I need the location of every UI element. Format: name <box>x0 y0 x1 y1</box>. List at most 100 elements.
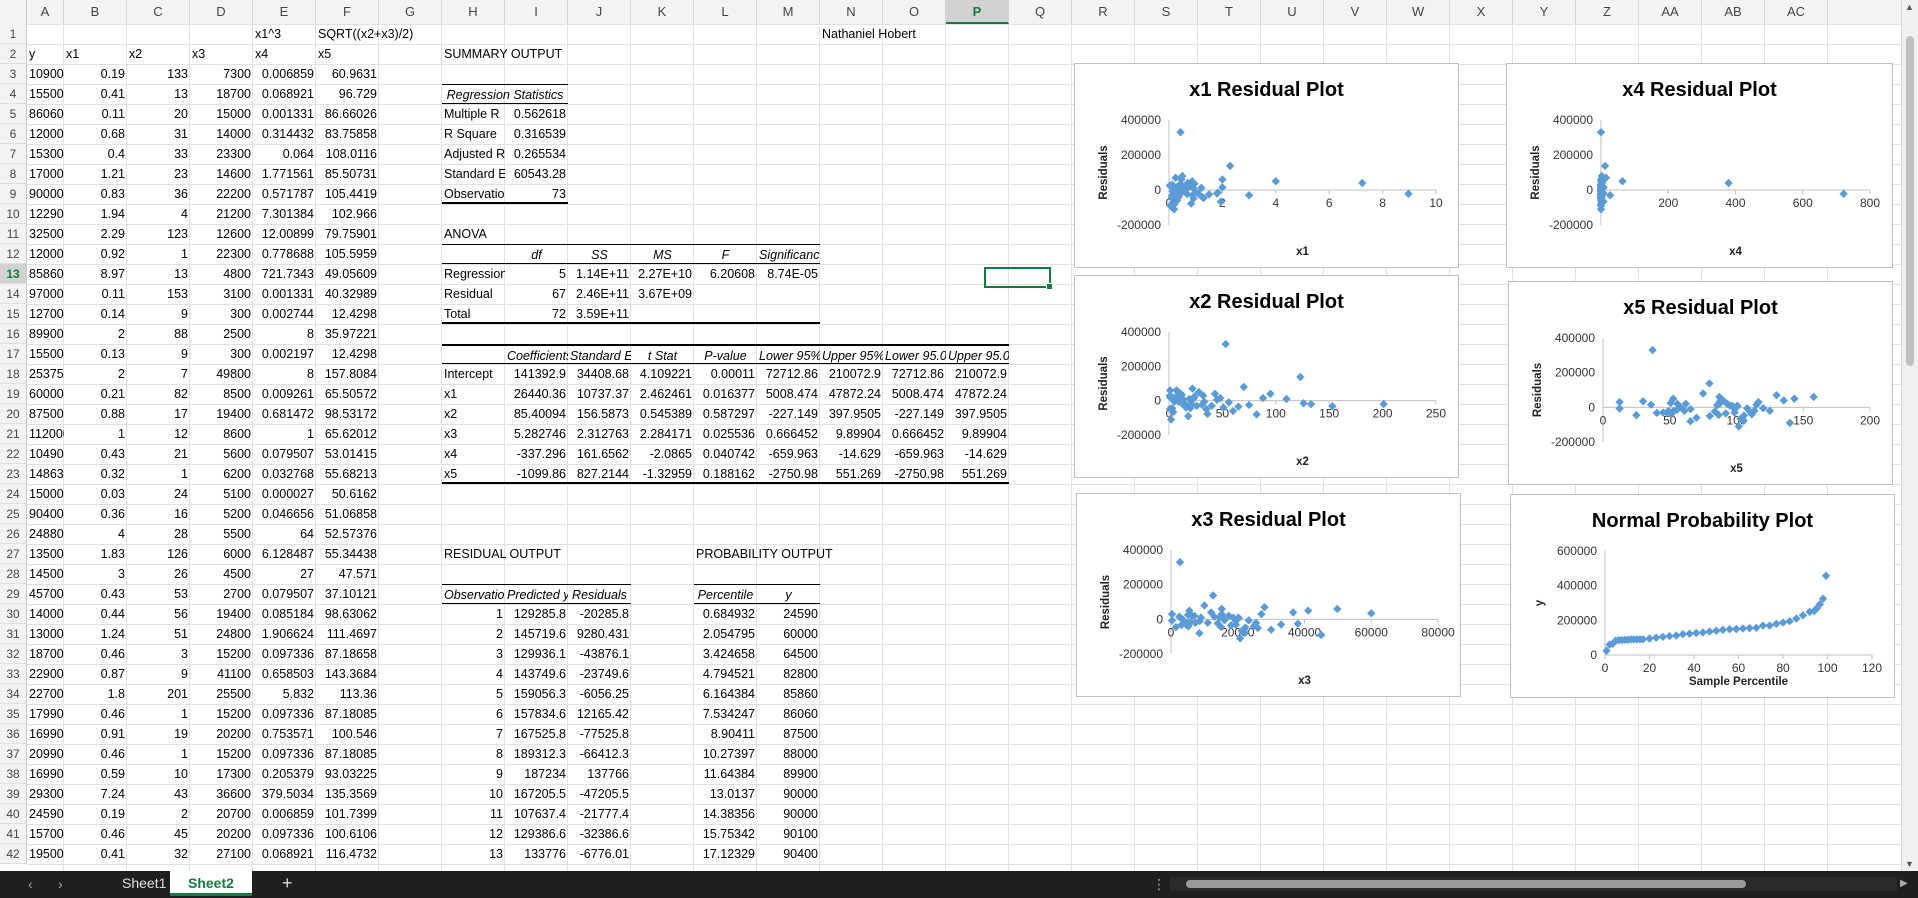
data-cell[interactable]: 60.9631 <box>331 67 377 81</box>
data-cell[interactable]: 65.62012 <box>324 427 377 441</box>
data-cell[interactable]: 105.4419 <box>324 187 377 201</box>
data-cell[interactable]: 1.21 <box>100 167 125 181</box>
data-cell[interactable]: 21 <box>174 447 188 461</box>
row-header-35[interactable]: 35 <box>0 704 27 724</box>
data-cell[interactable]: 0.753571 <box>261 727 314 741</box>
coef-cell[interactable]: x3 <box>444 427 458 441</box>
data-cell[interactable]: 27 <box>300 567 314 581</box>
data-cell[interactable]: 40.32989 <box>324 287 377 301</box>
data-cell[interactable]: 0.681472 <box>261 407 314 421</box>
data-cell[interactable]: 100.6106 <box>324 827 377 841</box>
coef-cell[interactable]: 72712.86 <box>765 367 818 381</box>
probability-cell[interactable]: 10.27397 <box>702 747 755 761</box>
column-header-l[interactable]: L <box>694 0 757 24</box>
data-cell[interactable]: 97000 <box>29 287 64 301</box>
data-cell[interactable]: 14600 <box>216 167 251 181</box>
data-cell[interactable]: 153 <box>167 287 188 301</box>
data-cell[interactable]: 0.41 <box>100 847 125 861</box>
data-cell[interactable]: 170000 <box>29 167 64 181</box>
column-header-g[interactable]: G <box>379 0 442 24</box>
residual-cell[interactable]: 9 <box>496 767 503 781</box>
select-all-corner[interactable] <box>0 0 27 24</box>
coef-cell[interactable]: x2 <box>444 407 458 421</box>
data-cell[interactable]: 4 <box>118 527 125 541</box>
row-header-27[interactable]: 27 <box>0 544 27 564</box>
spreadsheet-grid[interactable]: A B C D E F G H I J K L M N O P Q R S T U V W X Y Z AA AB AC 1 2 3 4 5 6 7 8… <box>0 0 1901 871</box>
data-cell[interactable]: 0.91 <box>100 727 125 741</box>
column-header-z[interactable]: Z <box>1576 0 1639 24</box>
data-cell[interactable]: 0.658503 <box>261 667 314 681</box>
data-cell[interactable]: 0.19 <box>100 67 125 81</box>
data-cell[interactable]: 4800 <box>223 267 251 281</box>
residual-cell[interactable]: 187234 <box>524 767 566 781</box>
data-cell[interactable]: 1.83 <box>100 547 125 561</box>
data-cell[interactable]: 0.43 <box>100 587 125 601</box>
data-cell[interactable]: 157.8084 <box>324 367 377 381</box>
data-cell[interactable]: 135.3569 <box>324 787 377 801</box>
data-cell[interactable]: 1 <box>118 427 125 441</box>
data-cell[interactable]: 0.571787 <box>261 187 314 201</box>
data-cell[interactable]: 7.301384 <box>261 207 314 221</box>
data-cell[interactable]: 5200 <box>223 507 251 521</box>
data-cell[interactable]: 10 <box>174 767 188 781</box>
coef-cell[interactable]: -227.149 <box>768 407 818 421</box>
x5-residual-plot[interactable]: x5 Residual Plot 400000 200000 0 -200000 0 50 1… <box>1508 281 1893 485</box>
residual-cell[interactable]: 12 <box>489 827 503 841</box>
data-cell[interactable]: 20700 <box>216 807 251 821</box>
scroll-right-arrow-icon[interactable]: ▶ <box>1900 878 1908 889</box>
residual-cell[interactable]: 157834.6 <box>513 707 566 721</box>
data-cell[interactable]: 0.32 <box>100 467 125 481</box>
data-cell[interactable]: 135000 <box>29 547 64 561</box>
normal-probability-plot[interactable]: Normal Probability Plot 600000 400000 20000… <box>1510 494 1895 698</box>
coef-cell[interactable]: 5008.474 <box>765 387 818 401</box>
data-cell[interactable]: 53 <box>174 587 188 601</box>
data-cell[interactable]: 4500 <box>223 567 251 581</box>
row-header-6[interactable]: 6 <box>0 124 27 144</box>
coef-cell[interactable]: 210072.9 <box>828 367 881 381</box>
data-cell[interactable]: 9 <box>181 307 188 321</box>
anova-header[interactable]: Significance F <box>757 244 820 264</box>
data-cell[interactable]: 0.314432 <box>261 127 314 141</box>
anova-header[interactable]: F <box>694 244 757 264</box>
data-cell[interactable]: 6.128487 <box>261 547 314 561</box>
more-options-icon[interactable]: ⋮ <box>1152 876 1166 892</box>
scroll-up-arrow-icon[interactable]: ▲ <box>1905 2 1914 12</box>
row-header-34[interactable]: 34 <box>0 684 27 704</box>
data-cell[interactable]: 6000 <box>223 547 251 561</box>
data-cell[interactable]: 0.92 <box>100 247 125 261</box>
data-cell[interactable]: 35.97221 <box>324 327 377 341</box>
data-cell[interactable]: 123 <box>167 227 188 241</box>
coef-cell[interactable]: x5 <box>442 464 505 484</box>
coef-cell[interactable]: 0.587297 <box>702 407 755 421</box>
coef-cell[interactable]: 0.016377 <box>702 387 755 401</box>
regression-stat-label[interactable]: R Square <box>444 127 497 141</box>
regression-stat-value[interactable]: 0.265534 <box>513 147 566 161</box>
data-cell[interactable]: 0.19 <box>100 807 125 821</box>
data-cell[interactable]: 55.34438 <box>324 547 377 561</box>
data-cell[interactable]: 2.29 <box>100 227 125 241</box>
data-cell[interactable]: 20 <box>174 107 188 121</box>
coef-cell[interactable]: 4.109221 <box>639 367 692 381</box>
residual-cell[interactable]: 159056.3 <box>513 687 566 701</box>
data-cell[interactable]: 36600 <box>216 787 251 801</box>
data-cell[interactable]: 56 <box>174 607 188 621</box>
row-header-33[interactable]: 33 <box>0 664 27 684</box>
data-cell[interactable]: 133 <box>167 67 188 81</box>
row-header-38[interactable]: 38 <box>0 764 27 784</box>
data-cell[interactable]: 89900 <box>29 327 64 341</box>
row-header-31[interactable]: 31 <box>0 624 27 644</box>
residual-cell[interactable]: 129936.1 <box>513 647 566 661</box>
probability-cell[interactable]: 2.054795 <box>702 627 755 641</box>
data-cell[interactable]: 0.097336 <box>261 707 314 721</box>
residual-cell[interactable]: -47205.5 <box>579 787 629 801</box>
coef-cell[interactable]: 47872.24 <box>954 387 1007 401</box>
data-cell[interactable]: 52.57376 <box>324 527 377 541</box>
data-cell[interactable]: 22200 <box>216 187 251 201</box>
column-header-h[interactable]: H <box>442 0 505 24</box>
data-cell[interactable]: 105.5959 <box>324 247 377 261</box>
